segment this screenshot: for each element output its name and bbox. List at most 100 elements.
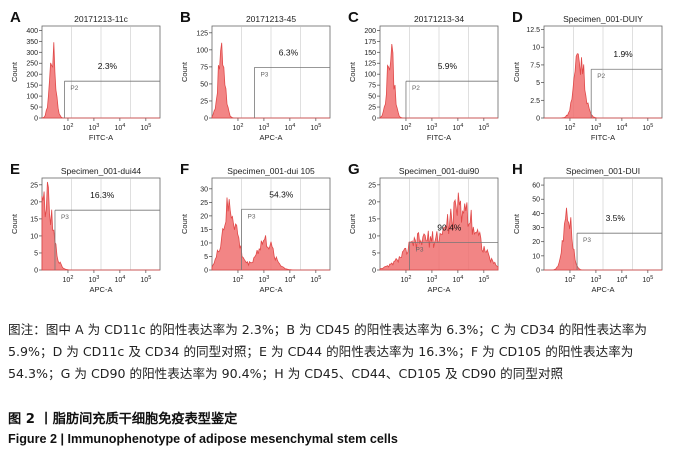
y-tick-label: 50 xyxy=(30,105,38,112)
y-tick-label: 15 xyxy=(368,216,376,223)
y-axis-label: Count xyxy=(10,213,19,234)
x-axis-label: APC-A xyxy=(260,133,283,142)
y-tick-label: 200 xyxy=(364,28,376,35)
x-tick-label: 104 xyxy=(452,123,463,132)
x-tick-label: 103 xyxy=(590,275,601,284)
y-axis-label: Count xyxy=(348,61,357,82)
figure-title-cn: 图 2 丨脂肪间充质干细胞免疫表型鉴定 xyxy=(8,412,238,427)
x-tick-label: 103 xyxy=(426,123,437,132)
panel-letter: A xyxy=(10,9,21,26)
positive-percent: 1.9% xyxy=(613,49,633,59)
panel-b: B 20171213-45 0 25 50 75 100 125 Count 102 103 104 1… xyxy=(180,9,331,142)
panel-a: A 20171213-11c 0 50 100 150 200 250 300 350 400 Cou… xyxy=(10,9,161,142)
y-tick-label: 75 xyxy=(368,83,376,90)
x-tick-label: 104 xyxy=(114,275,125,284)
y-tick-label: 0 xyxy=(34,268,38,275)
x-axis-label: FITC-A xyxy=(89,133,113,142)
positive-percent: 54.3% xyxy=(269,189,294,199)
panel-letter: C xyxy=(348,9,359,26)
y-axis-label: Count xyxy=(512,213,521,234)
panel-title: 20171213-34 xyxy=(414,14,464,24)
x-axis-label: APC-A xyxy=(260,285,283,294)
figure-note: 图注：图中 A 为 CD11c 的阳性表达率为 2.3%；B 为 CD45 的阳… xyxy=(8,322,647,381)
x-tick-label: 103 xyxy=(258,275,269,284)
y-axis-label: Count xyxy=(10,61,19,82)
y-axis-label: Count xyxy=(180,213,189,234)
x-tick-label: 102 xyxy=(401,123,412,132)
y-tick-label: 50 xyxy=(532,197,540,204)
x-tick-label: 102 xyxy=(233,123,244,132)
gate-name: P3 xyxy=(248,213,256,220)
panel-letter: D xyxy=(512,9,523,26)
y-tick-label: 15 xyxy=(200,227,208,234)
y-tick-label: 0 xyxy=(204,268,208,275)
x-axis-label: FITC-A xyxy=(591,133,615,142)
x-axis-label: FITC-A xyxy=(427,133,451,142)
x-tick-label: 105 xyxy=(310,275,321,284)
y-tick-label: 10 xyxy=(30,233,38,240)
positive-percent: 16.3% xyxy=(90,190,115,200)
y-tick-label: 5 xyxy=(204,254,208,261)
x-tick-label: 103 xyxy=(88,275,99,284)
y-tick-label: 75 xyxy=(200,64,208,71)
y-tick-label: 10 xyxy=(200,240,208,247)
gate-name: P2 xyxy=(597,73,605,80)
x-tick-label: 102 xyxy=(63,123,74,132)
gate-name: P2 xyxy=(412,85,420,92)
y-tick-label: 150 xyxy=(364,50,376,57)
y-tick-label: 125 xyxy=(364,61,376,68)
y-tick-label: 7.5 xyxy=(530,62,540,69)
y-tick-label: 25 xyxy=(30,182,38,189)
x-tick-label: 104 xyxy=(452,275,463,284)
panel-g: G Specimen_001-dui90 0 5 10 15 20 25 Count 102 103… xyxy=(348,161,499,294)
y-axis-label: Count xyxy=(512,61,521,82)
y-tick-label: 0 xyxy=(372,268,376,275)
x-tick-label: 102 xyxy=(565,123,576,132)
histogram xyxy=(544,53,662,119)
panel-title: Specimen_001-dui44 xyxy=(61,166,142,176)
y-tick-label: 10 xyxy=(368,233,376,240)
x-tick-label: 102 xyxy=(233,275,244,284)
x-tick-label: 102 xyxy=(63,275,74,284)
y-tick-label: 20 xyxy=(532,239,540,246)
y-tick-label: 2.5 xyxy=(530,98,540,105)
y-tick-label: 200 xyxy=(26,72,38,79)
flow-cytometry-figure: A 20171213-11c050100150200250300350400Cou… xyxy=(10,9,663,294)
gate-name: P3 xyxy=(583,237,591,244)
panel-e: E Specimen_001-dui44 0 5 10 15 20 25 Count 102 103… xyxy=(10,161,161,294)
x-axis-label: APC-A xyxy=(592,285,615,294)
x-tick-label: 102 xyxy=(565,275,576,284)
y-tick-label: 25 xyxy=(200,98,208,105)
y-tick-label: 0 xyxy=(204,116,208,123)
histogram xyxy=(41,181,160,271)
x-tick-label: 105 xyxy=(140,123,151,132)
y-tick-label: 25 xyxy=(368,105,376,112)
x-tick-label: 105 xyxy=(310,123,321,132)
y-tick-label: 5 xyxy=(34,250,38,257)
panel-title: Specimen_001-dui90 xyxy=(399,166,480,176)
x-tick-label: 104 xyxy=(616,275,627,284)
x-tick-label: 103 xyxy=(590,123,601,132)
histogram xyxy=(41,42,160,119)
positive-percent: 6.3% xyxy=(279,47,299,57)
panel-title: Specimen_001-dui 105 xyxy=(227,166,315,176)
panel-title: Specimen_001-DUI xyxy=(566,166,640,176)
y-tick-label: 15 xyxy=(30,216,38,223)
y-tick-label: 50 xyxy=(368,94,376,101)
y-tick-label: 0 xyxy=(536,116,540,123)
gate-name: P3 xyxy=(61,214,69,221)
panel-letter: F xyxy=(180,161,189,178)
y-tick-label: 20 xyxy=(368,199,376,206)
panel-title: 20171213-11c xyxy=(74,14,128,24)
y-tick-label: 100 xyxy=(196,47,208,54)
y-axis-label: Count xyxy=(180,61,189,82)
x-tick-label: 104 xyxy=(114,123,125,132)
y-tick-label: 25 xyxy=(368,182,376,189)
positive-percent: 5.9% xyxy=(438,61,458,71)
y-tick-label: 25 xyxy=(200,200,208,207)
x-axis-label: APC-A xyxy=(428,285,451,294)
panel-title: Specimen_001-DUIY xyxy=(563,14,643,24)
y-tick-label: 0 xyxy=(536,268,540,275)
y-tick-label: 0 xyxy=(372,116,376,123)
gate-name: P2 xyxy=(70,85,78,92)
